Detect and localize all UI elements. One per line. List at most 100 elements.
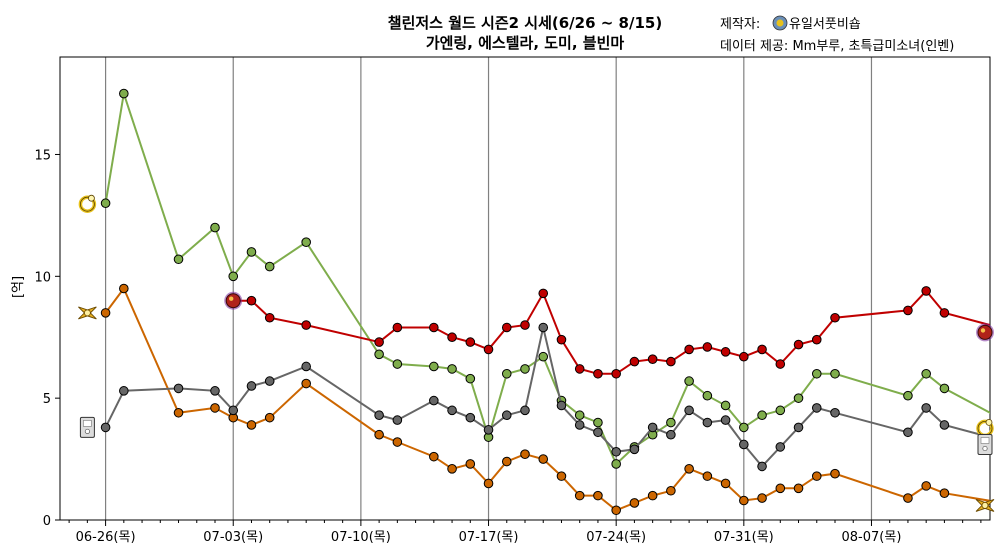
data-point: [793, 483, 804, 494]
data-point: [538, 351, 549, 362]
data-point: [374, 410, 384, 421]
data-point: [301, 320, 311, 330]
data-point: [556, 334, 567, 345]
data-point: [173, 254, 184, 265]
data-point: [301, 378, 311, 389]
y-tick-label: 0: [43, 514, 51, 529]
data-point: [264, 261, 275, 272]
data-point: [465, 459, 476, 469]
emblem-icon: [975, 498, 995, 512]
data-point: [775, 483, 786, 494]
data-point: [429, 361, 439, 372]
data-point: [210, 222, 220, 233]
data-point: [264, 412, 275, 423]
data-point: [228, 405, 239, 416]
data-point: [757, 410, 767, 421]
data-point: [629, 356, 640, 367]
series-group-3: [228, 286, 990, 379]
data-point: [374, 349, 384, 360]
data-point: [666, 417, 676, 428]
data-point: [374, 429, 384, 440]
data-point: [830, 407, 840, 418]
data-point: [392, 359, 403, 369]
data-point: [903, 305, 913, 316]
emblem-icon: [78, 306, 97, 320]
data-point: [556, 400, 567, 411]
data-point: [903, 390, 913, 401]
data-point: [811, 334, 822, 345]
data-point: [574, 410, 585, 421]
data-point: [593, 368, 603, 379]
data-point: [246, 420, 257, 430]
data-point: [684, 344, 694, 355]
y-tick-label: 5: [43, 392, 51, 407]
data-point: [538, 454, 549, 464]
data-point: [593, 427, 603, 438]
data-point: [720, 478, 731, 489]
data-point: [611, 505, 621, 516]
data-point: [775, 405, 786, 416]
data-point: [447, 364, 457, 374]
data-point: [629, 444, 640, 455]
data-point: [246, 295, 257, 306]
credit-maker-label: 제작자:: [720, 17, 760, 32]
orb-body: [225, 293, 241, 309]
data-point: [921, 481, 931, 491]
data-point: [483, 344, 494, 355]
data-point: [666, 485, 676, 496]
x-tick-label: 07-24(목): [586, 530, 646, 545]
data-point: [429, 395, 439, 406]
data-point: [629, 498, 640, 508]
data-point: [903, 427, 913, 438]
data-point: [119, 88, 129, 99]
series-group-2: [100, 322, 990, 472]
x-tick-label: 07-17(목): [459, 530, 519, 545]
series-line: [104, 327, 990, 468]
data-point: [757, 493, 767, 503]
data-point: [921, 286, 931, 296]
data-point: [520, 320, 530, 330]
data-point: [739, 439, 749, 450]
data-point: [793, 393, 804, 403]
data-point: [501, 322, 512, 333]
orb-icon: [224, 291, 243, 310]
y-tick-label: 15: [34, 148, 51, 163]
card-window: [83, 420, 92, 427]
data-point: [173, 383, 184, 394]
data-point: [556, 471, 567, 481]
data-point: [720, 415, 731, 425]
data-point: [811, 368, 822, 379]
data-point: [501, 456, 512, 467]
orb-icon: [976, 323, 994, 342]
data-point: [903, 493, 913, 503]
data-point: [574, 490, 585, 501]
data-point: [210, 403, 220, 413]
series-line: [104, 93, 990, 466]
data-point: [666, 429, 676, 440]
data-point: [501, 368, 512, 379]
data-point: [739, 495, 749, 506]
data-point: [739, 351, 749, 362]
data-point: [684, 405, 694, 416]
series-line: [104, 286, 990, 512]
data-point: [100, 198, 111, 209]
data-point: [429, 451, 439, 462]
chart-subtitle: 가엔링, 에스텔라, 도미, 블빈마: [426, 34, 625, 52]
data-point: [100, 422, 111, 433]
y-axis-label: [억]: [11, 276, 26, 298]
data-point: [793, 339, 804, 350]
data-point: [702, 471, 713, 481]
card-icon: [977, 434, 993, 455]
x-tick-label: 07-10(목): [331, 530, 391, 545]
data-point: [939, 383, 950, 394]
data-point: [520, 405, 530, 416]
orb-body: [977, 324, 993, 340]
data-point: [447, 332, 457, 343]
card-dot: [982, 445, 988, 452]
data-point: [775, 359, 786, 369]
data-point: [939, 308, 950, 318]
data-point: [684, 464, 694, 474]
data-point: [739, 422, 749, 433]
data-point: [647, 422, 658, 433]
emblem-core: [84, 309, 91, 317]
